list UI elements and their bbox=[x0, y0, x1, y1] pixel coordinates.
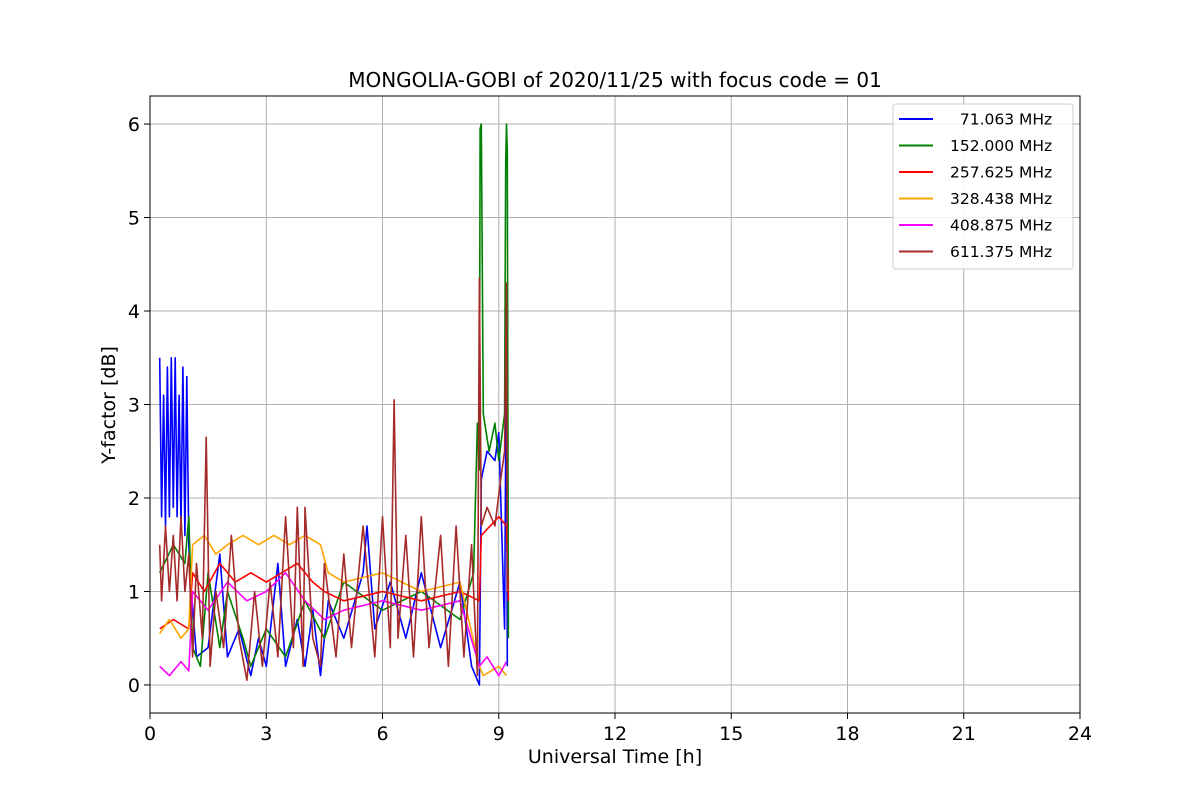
x-tick-label: 21 bbox=[952, 723, 976, 745]
x-tick-label: 12 bbox=[603, 723, 627, 745]
x-axis-label: Universal Time [h] bbox=[528, 746, 702, 768]
grid bbox=[149, 96, 1081, 713]
legend: 71.063 MHz 152.000 MHz 257.625 MHz 328.438 … bbox=[892, 103, 1074, 270]
plot-area bbox=[158, 123, 510, 686]
y-tick-label: 6 bbox=[128, 114, 140, 136]
x-tick-label: 3 bbox=[260, 723, 272, 745]
x-tick-label: 24 bbox=[1068, 723, 1092, 745]
x-tick-label: 15 bbox=[719, 723, 743, 745]
legend-label: 71.063 MHz bbox=[950, 111, 1052, 129]
legend-box bbox=[892, 103, 1074, 270]
legend-label: 408.875 MHz bbox=[950, 217, 1052, 235]
x-tick-label: 9 bbox=[493, 723, 505, 745]
legend-label: 152.000 MHz bbox=[950, 137, 1052, 155]
y-tick-label: 5 bbox=[128, 208, 140, 230]
legend-label: 611.375 MHz bbox=[950, 243, 1052, 261]
series-line-5 bbox=[158, 277, 509, 682]
x-tick-label: 18 bbox=[835, 723, 859, 745]
x-axis: 0 3 6 9 12 15 18 21 24 bbox=[144, 713, 1092, 745]
x-tick-label: 0 bbox=[144, 723, 156, 745]
y-axis: 0 1 2 3 4 5 6 bbox=[128, 114, 150, 697]
series-line-1 bbox=[158, 123, 510, 668]
legend-label: 328.438 MHz bbox=[950, 190, 1052, 208]
y-tick-label: 4 bbox=[128, 301, 140, 323]
x-tick-label: 6 bbox=[376, 723, 388, 745]
y-axis-label: Y-factor [dB] bbox=[98, 346, 120, 465]
y-tick-label: 3 bbox=[128, 395, 140, 417]
y-tick-label: 1 bbox=[128, 581, 140, 603]
legend-label: 257.625 MHz bbox=[950, 164, 1052, 182]
chart-title: MONGOLIA-GOBI of 2020/11/25 with focus c… bbox=[348, 68, 882, 92]
series-line-0 bbox=[158, 305, 509, 686]
y-tick-label: 0 bbox=[128, 675, 140, 697]
y-tick-label: 2 bbox=[128, 488, 140, 510]
